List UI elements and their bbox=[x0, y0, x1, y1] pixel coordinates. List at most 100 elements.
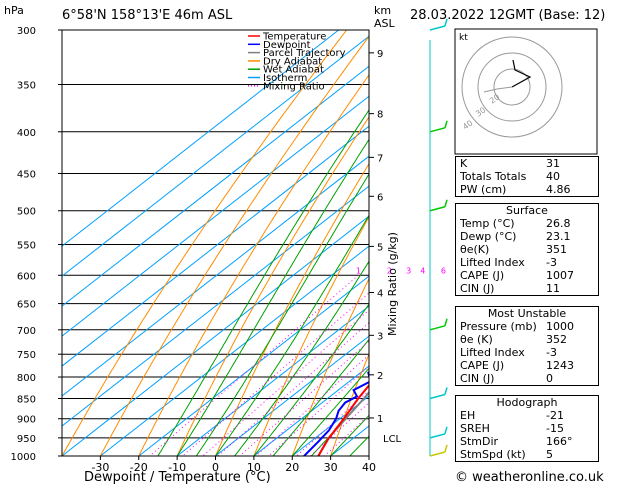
index-row: StmDir 166° bbox=[460, 435, 573, 448]
index-row: CIN (J) 11 bbox=[460, 282, 560, 295]
legend-label: Mixing Ratio bbox=[263, 81, 325, 92]
isotherm bbox=[62, 185, 369, 427]
dry-adiabat bbox=[99, 35, 369, 456]
isotherm bbox=[253, 365, 369, 456]
km-tick-label: 9 bbox=[377, 49, 383, 60]
index-row: K 31 bbox=[460, 157, 560, 170]
dry-adiabat bbox=[291, 277, 369, 456]
pressure-tick-label: 750 bbox=[17, 350, 36, 361]
wind-barb bbox=[429, 206, 446, 212]
mixing-ratio-axis-label: Mixing Ratio (g/kg) bbox=[386, 232, 399, 336]
wet-adiabat bbox=[195, 173, 369, 456]
wind-barb-flag bbox=[444, 426, 448, 435]
km-tick-label: 3 bbox=[377, 331, 383, 342]
plot-frame bbox=[61, 29, 370, 457]
legend-label: Wet Adiabat bbox=[263, 65, 324, 76]
hodograph-ring bbox=[461, 36, 563, 138]
isotherm bbox=[62, 65, 369, 307]
isotherm bbox=[176, 305, 369, 456]
mixing-ratio-label: 3 bbox=[406, 266, 411, 275]
hodograph-title: Hodograph bbox=[496, 396, 558, 409]
temp-tick-label: -10 bbox=[168, 461, 186, 474]
mixing-ratio-label: 1 bbox=[356, 266, 361, 275]
mixing-ratio-label: 2 bbox=[387, 266, 392, 275]
temp-tick-label: 0 bbox=[212, 461, 219, 474]
dry-adiabat bbox=[138, 73, 369, 456]
legend-label: Dewpoint bbox=[263, 40, 311, 51]
surface-title: Surface bbox=[506, 204, 548, 217]
pressure-tick-label: 350 bbox=[17, 81, 36, 92]
dewpoint-line bbox=[303, 371, 369, 456]
km-label: km bbox=[374, 4, 392, 17]
legend-label: Dry Adiabat bbox=[263, 56, 322, 67]
index-row: StmSpd (kt) 5 bbox=[460, 448, 553, 461]
isotherm bbox=[62, 95, 369, 337]
km-tick-label: 2 bbox=[377, 371, 383, 382]
isotherm bbox=[138, 275, 369, 456]
index-row: SREH -15 bbox=[460, 422, 564, 435]
dry-adiabat bbox=[62, 30, 347, 456]
legend-label: Isotherm bbox=[263, 73, 307, 84]
dry-adiabat bbox=[176, 116, 369, 456]
index-row: EH -21 bbox=[460, 409, 564, 422]
mixing-ratio-line bbox=[268, 365, 369, 456]
wet-adiabat bbox=[157, 109, 369, 456]
mixing-ratio-label: 4 bbox=[420, 266, 425, 275]
isotherm bbox=[215, 335, 369, 456]
wind-barb-flag bbox=[444, 444, 448, 453]
wind-barb-flag bbox=[444, 120, 448, 128]
wind-barb bbox=[429, 325, 446, 331]
pressure-tick-label: 950 bbox=[17, 434, 36, 445]
index-row: Dewp (°C) 23.1 bbox=[460, 230, 571, 243]
parcel-trajectory-line bbox=[317, 390, 369, 456]
mixing-ratio-line bbox=[202, 309, 369, 456]
hodograph-ring bbox=[493, 68, 531, 106]
isotherm bbox=[62, 35, 369, 277]
index-row: PW (cm) 4.86 bbox=[460, 183, 571, 196]
isotherm bbox=[62, 215, 369, 456]
km-tick-label: 8 bbox=[377, 110, 383, 121]
mixing-ratio-line bbox=[182, 292, 369, 456]
indices-table-unstable: Most Unstable Pressure (mb) 1000 θe (K) 35… bbox=[455, 306, 599, 386]
wet-adiabat bbox=[253, 303, 369, 456]
dry-adiabat bbox=[599, 30, 629, 456]
wet-adiabat bbox=[176, 138, 369, 456]
hodograph-storm-motion bbox=[483, 86, 513, 93]
wind-barb bbox=[429, 393, 446, 400]
datetime-title: 28.03.2022 12GMT (Base: 12) bbox=[410, 8, 606, 23]
wind-barb-flag bbox=[444, 387, 448, 395]
index-row: Totals Totals 40 bbox=[460, 170, 560, 183]
mixing-ratio-line bbox=[217, 321, 369, 456]
hodograph-trace bbox=[511, 59, 532, 88]
isotherm bbox=[100, 245, 369, 456]
mixing-ratio-line bbox=[239, 340, 369, 456]
pressure-tick-label: 650 bbox=[17, 300, 36, 311]
index-row: CAPE (J) 1007 bbox=[460, 269, 574, 282]
index-row: Lifted Index -3 bbox=[460, 256, 557, 269]
wet-adiabat bbox=[291, 367, 369, 456]
hodograph-kt-label: kt bbox=[459, 33, 468, 43]
pressure-tick-label: 300 bbox=[17, 26, 36, 37]
location-title: 6°58'N 158°13'E 46m ASL bbox=[62, 8, 233, 23]
index-row: Pressure (mb) 1000 bbox=[460, 320, 574, 333]
index-row: θe(K) 351 bbox=[460, 243, 567, 256]
hpa-label: hPa bbox=[4, 4, 24, 17]
isotherm bbox=[62, 125, 369, 367]
pressure-tick-label: 500 bbox=[17, 207, 36, 218]
copyright: © weatheronline.co.uk bbox=[455, 470, 604, 485]
mixing-ratio-line bbox=[310, 402, 369, 456]
mixing-ratio-label: 6 bbox=[441, 266, 446, 275]
hodograph-ring bbox=[477, 52, 547, 122]
pressure-tick-label: 600 bbox=[17, 271, 36, 282]
pressure-tick-label: 850 bbox=[17, 394, 36, 405]
pressure-tick-label: 450 bbox=[17, 169, 36, 180]
index-row: θe (K) 352 bbox=[460, 333, 567, 346]
pressure-tick-label: 900 bbox=[17, 415, 36, 426]
pressure-tick-label: 400 bbox=[17, 128, 36, 139]
unstable-title: Most Unstable bbox=[487, 307, 567, 320]
legend-label: Temperature bbox=[262, 32, 326, 43]
wind-barb bbox=[429, 451, 446, 457]
asl-label: ASL bbox=[374, 17, 395, 30]
dry-adiabat bbox=[215, 162, 369, 456]
